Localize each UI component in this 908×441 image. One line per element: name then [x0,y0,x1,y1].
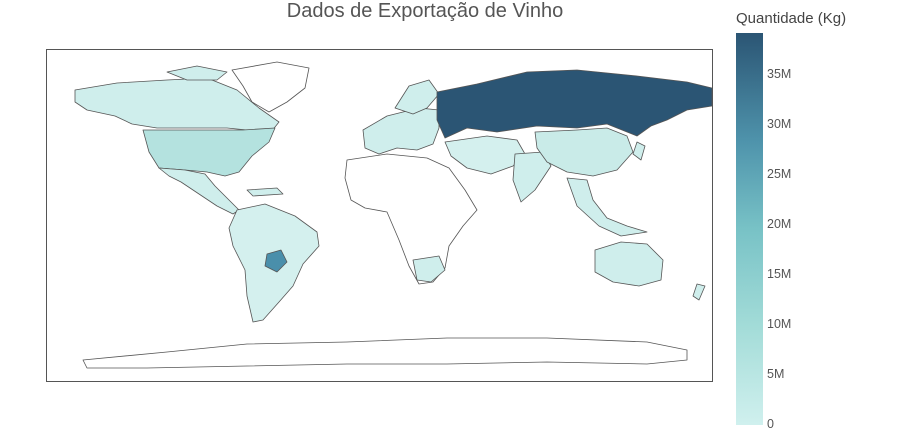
colorbar-title: Quantidade (Kg) [736,10,847,27]
region-south-africa[interactable] [412,255,446,283]
colorbar-tick: 0 [767,417,774,431]
region-greenland[interactable] [231,61,310,113]
region-china[interactable] [534,127,634,177]
region-africa[interactable] [344,153,478,285]
region-antarctica[interactable] [82,337,688,369]
colorbar [736,33,763,425]
region-arctic-islands[interactable] [166,65,228,81]
region-middle-east[interactable] [444,135,526,175]
region-paraguay[interactable] [264,249,288,273]
region-se-asia[interactable] [566,177,648,237]
region-new-zealand[interactable] [692,283,706,301]
colorbar-tick: 30M [767,117,792,131]
colorbar-tick: 10M [767,317,792,331]
colorbar-tick: 20M [767,217,792,231]
map-svg [74,61,712,369]
region-japan[interactable] [632,141,646,161]
region-scandinavia[interactable] [394,79,440,115]
colorbar-tick: 35M [767,67,792,81]
region-europe[interactable] [362,107,440,155]
colorbar-tick: 15M [767,267,792,281]
region-usa[interactable] [142,127,276,177]
colorbar-tick: 25M [767,167,792,181]
region-caribbean[interactable] [246,187,284,197]
chart-title: Dados de Exportação de Vinho [286,0,564,22]
colorbar-tick: 5M [767,367,785,381]
world-map[interactable] [46,49,713,382]
region-russia[interactable] [436,69,712,139]
region-australia[interactable] [594,241,664,287]
